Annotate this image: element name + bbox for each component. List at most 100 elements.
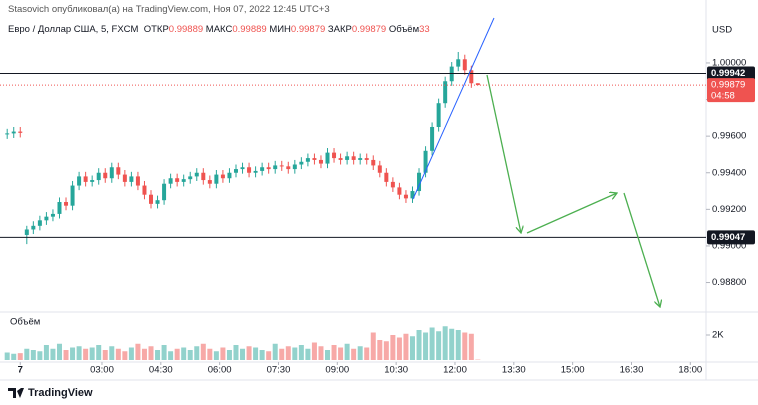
volume-bar [187, 350, 193, 360]
last-price-label: 0.99879 [711, 80, 745, 91]
x-tick-label: 04:30 [149, 365, 173, 376]
candle-body [227, 172, 232, 179]
candle-body [436, 103, 441, 127]
symbol: Евро / Доллар США, 5, FXCM [8, 24, 139, 35]
volume-bar [17, 353, 23, 360]
price-line-tag [707, 230, 755, 245]
volume-bar [305, 348, 311, 360]
candle-body [318, 159, 323, 164]
volume-bar [246, 346, 252, 360]
arrow [623, 192, 660, 307]
volume-bar [141, 348, 147, 360]
volume-bar [455, 330, 461, 360]
x-tick-label: 12:00 [443, 365, 467, 376]
volume-bar [416, 330, 422, 360]
volume-bar [50, 348, 56, 360]
volume-bar [429, 327, 435, 360]
candle-body [364, 158, 369, 160]
volume-bar [383, 341, 389, 360]
price-line-label: 0.99942 [711, 68, 745, 79]
y-tick-label: 0.99600 [712, 131, 746, 142]
volume-bar [449, 328, 455, 360]
candle-body [260, 167, 265, 171]
volume-bar [213, 351, 219, 360]
volume-bar [135, 343, 141, 360]
volume-bar [253, 347, 259, 360]
candle-body [175, 178, 180, 182]
volume-bar [423, 332, 429, 360]
candle-body [469, 70, 474, 84]
countdown: 04:58 [711, 91, 735, 102]
x-tick-label: 13:30 [502, 365, 526, 376]
volume-bar [37, 351, 43, 360]
legend-value: 0.99879 [290, 24, 326, 35]
candle-body [90, 180, 95, 182]
trend-line [412, 17, 495, 200]
volume-bar [298, 345, 304, 360]
legend: Евро / Доллар США, 5, FXCM ОТКР0.99889 М… [8, 24, 430, 35]
candle-body [462, 59, 467, 71]
candle-body [240, 167, 245, 170]
volume-bar [338, 347, 344, 360]
volume-bar [226, 350, 232, 360]
publish-line: Stasovich опубликовал(а) на TradingView.… [8, 4, 330, 15]
candle-body [351, 156, 356, 160]
x-tick-label: 10:30 [384, 365, 408, 376]
candle-body [96, 172, 101, 181]
candle-body [201, 172, 206, 181]
volume-bar [194, 346, 200, 360]
volume-bar [272, 343, 278, 360]
legend-value: 33 [419, 24, 430, 35]
volume-bar [377, 340, 383, 360]
candle-body [24, 229, 29, 235]
volume-bar [344, 343, 350, 360]
candle-body [135, 176, 140, 186]
volume-bar [266, 351, 272, 360]
volume-bar [325, 350, 331, 360]
volume-bar [436, 331, 442, 360]
candle-body [168, 178, 173, 184]
volume-bar [63, 350, 69, 360]
x-tick-label: 09:00 [325, 365, 349, 376]
volume-bar [364, 347, 370, 360]
candle-body [292, 164, 297, 170]
volume-bar [240, 348, 246, 360]
volume-bar [331, 345, 337, 360]
legend-value: 0.99879 [351, 24, 387, 35]
candle-body [325, 152, 330, 164]
candle-body [358, 158, 363, 160]
last-price-tag [707, 78, 755, 103]
volume-bar [96, 345, 102, 360]
x-tick-label: 15:00 [561, 365, 585, 376]
volume-tick-label: 2K [712, 330, 724, 341]
y-tick-label: 0.99000 [712, 240, 746, 251]
candle-body [162, 183, 167, 201]
candle-body [299, 161, 304, 165]
candle-body [312, 158, 317, 160]
candle-body [397, 187, 402, 195]
y-tick-label: 0.99200 [712, 204, 746, 215]
candle-body [417, 172, 422, 192]
candle-body [214, 174, 219, 184]
price-line-tag [707, 66, 755, 81]
y-tick-label: 1.00000 [712, 57, 746, 68]
brand: TradingView [28, 387, 93, 399]
candle-body [390, 181, 395, 188]
volume-bar [76, 346, 82, 360]
volume-bar [220, 347, 226, 360]
y-tick-label: 0.99400 [712, 167, 746, 178]
candle-body [345, 156, 350, 160]
logo [8, 388, 24, 398]
volume-bar [259, 350, 265, 360]
candle-body [220, 174, 225, 179]
volume-bar [89, 347, 95, 360]
arrow [526, 193, 617, 234]
volume-bar [11, 353, 17, 360]
candle-body [443, 81, 448, 104]
candle-body [423, 150, 428, 173]
candle-body [430, 126, 435, 151]
volume-bar [357, 346, 363, 360]
candle-body [247, 167, 252, 173]
volume-bar [148, 346, 154, 360]
